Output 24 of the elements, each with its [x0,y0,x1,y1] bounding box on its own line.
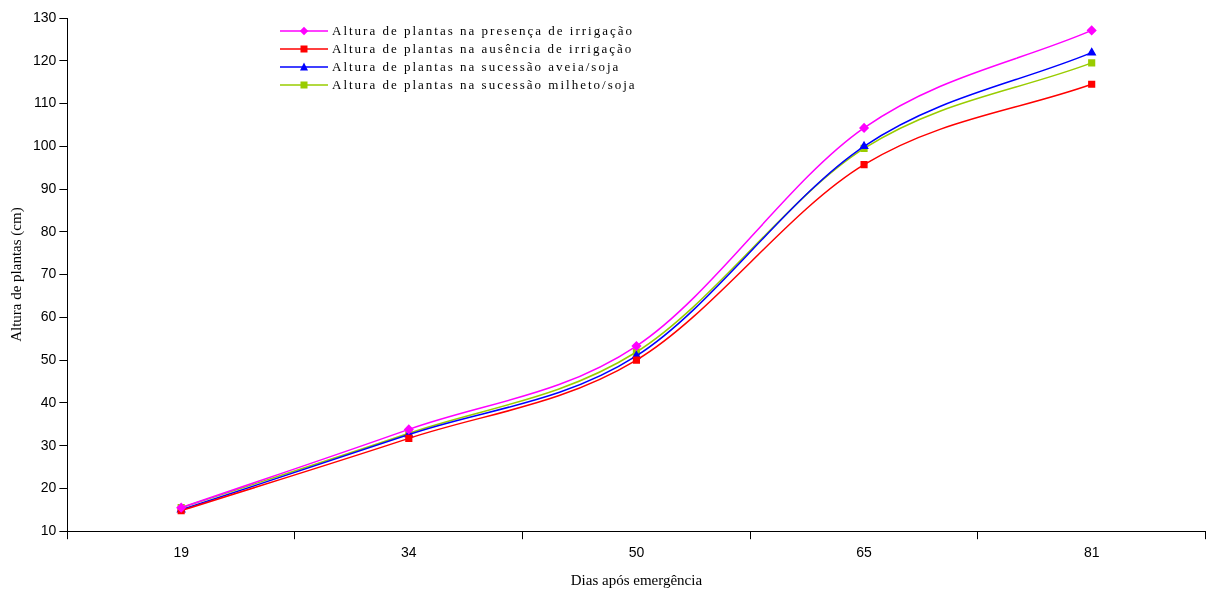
y-tick-label: 130 [33,8,57,25]
y-tick-label: 30 [40,436,57,453]
y-tick-label: 60 [40,308,57,325]
y-axis-title: Altura de plantas (cm) [7,207,25,342]
y-tick-label: 80 [40,222,57,239]
y-tick-label: 90 [40,179,57,196]
y-tick-label: 120 [33,51,57,68]
x-tick-label: 34 [401,544,417,561]
x-tick-label: 19 [173,544,190,561]
x-tick-label: 65 [856,544,873,561]
x-tick-label: 81 [1083,544,1100,561]
x-axis-title: Dias após emergência [570,571,703,588]
legend-label: Altura de plantas na ausência de irrigação [332,40,634,58]
y-tick-label: 110 [34,94,57,111]
y-tick-label: 10 [40,522,57,539]
legend-label: Altura de plantas na sucessão aveia/soja [332,58,621,76]
legend-label: Altura de plantas na sucessão milheto/soja [332,76,637,94]
y-tick-label: 40 [40,393,57,410]
legend-label: Altura de plantas na presença de irrigação [332,22,635,40]
y-tick-label: 70 [40,265,57,282]
y-tick-label: 50 [40,350,57,367]
y-tick-label: 100 [33,137,57,154]
x-tick-label: 50 [628,544,645,561]
y-tick-label: 20 [40,479,57,496]
